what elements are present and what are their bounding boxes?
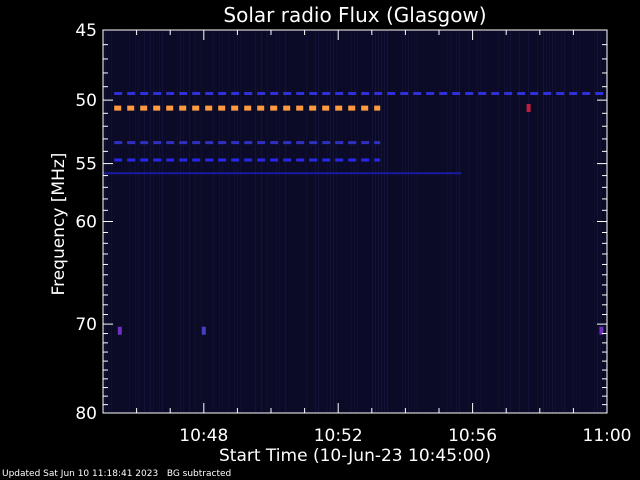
background-streak — [408, 31, 409, 412]
emission-spot — [599, 326, 604, 335]
background-streak — [315, 31, 316, 412]
background-streak — [306, 31, 307, 412]
background-streak — [450, 31, 451, 412]
background-streak — [138, 31, 139, 412]
x-axis-label: Start Time (10-Jun-23 10:45:00) — [219, 446, 491, 466]
background-streak — [177, 31, 178, 412]
background-streak — [222, 31, 223, 412]
x-tick-label: 10:56 — [448, 426, 497, 446]
background-streak — [411, 31, 412, 412]
background-streak — [219, 31, 220, 412]
background-streak — [564, 31, 565, 412]
background-streak — [480, 31, 481, 412]
background-streak — [237, 31, 238, 412]
background-streak — [447, 31, 448, 412]
background-streak — [456, 31, 457, 412]
background-streak — [255, 31, 256, 412]
background-streak — [507, 31, 508, 412]
x-tick-label: 10:48 — [179, 426, 228, 446]
background-streaks — [105, 31, 607, 412]
y-tick-label: 70 — [75, 315, 97, 335]
emission-spot — [201, 326, 206, 335]
y-tick-label: 60 — [75, 213, 97, 233]
background-streak — [159, 31, 160, 412]
background-streak — [573, 31, 574, 412]
background-streak — [276, 31, 277, 412]
background-streak — [183, 31, 184, 412]
background-streak — [351, 31, 352, 412]
background-streak — [549, 31, 550, 412]
background-streak — [555, 31, 556, 412]
background-streak — [510, 31, 511, 412]
background-streak — [318, 31, 319, 412]
background-streak — [180, 31, 181, 412]
background-streak — [552, 31, 553, 412]
background-streak — [240, 31, 241, 412]
background-streak — [594, 31, 595, 412]
background-streak — [333, 31, 334, 412]
y-tick-label: 55 — [75, 155, 97, 175]
y-tick-label: 80 — [75, 404, 97, 424]
background-streak — [150, 31, 151, 412]
background-streak — [375, 31, 376, 412]
background-streak — [153, 31, 154, 412]
emission-spot — [526, 104, 531, 113]
background-streak — [372, 31, 373, 412]
background-streak — [459, 31, 460, 412]
background-streak — [129, 31, 130, 412]
background-streak — [543, 31, 544, 412]
background-streak — [498, 31, 499, 412]
background-streak — [381, 31, 382, 412]
background-streak — [384, 31, 385, 412]
updated-timestamp: Updated Sat Jun 10 11:18:41 2023 — [2, 469, 159, 479]
background-streak — [468, 31, 469, 412]
background-streak — [234, 31, 235, 412]
features-layer — [103, 91, 607, 335]
background-streak — [285, 31, 286, 412]
y-tick-label: 45 — [75, 21, 97, 41]
background-streak — [387, 31, 388, 412]
background-streak — [261, 31, 262, 412]
chart-title: Solar radio Flux (Glasgow) — [223, 3, 486, 27]
background-streak — [279, 31, 280, 412]
emission-spot — [117, 326, 122, 335]
background-streak — [537, 31, 538, 412]
background-streak — [327, 31, 328, 412]
x-tick-label: 10:52 — [314, 426, 363, 446]
background-streak — [504, 31, 505, 412]
background-streak — [213, 31, 214, 412]
y-axis-label: Frequency [MHz] — [49, 153, 69, 296]
background-streak — [417, 31, 418, 412]
background-streak — [267, 31, 268, 412]
background-streak — [579, 31, 580, 412]
background-streak — [189, 31, 190, 412]
background-streak — [201, 31, 202, 412]
background-streak — [228, 31, 229, 412]
background-streak — [135, 31, 136, 412]
background-streak — [561, 31, 562, 412]
background-streak — [477, 31, 478, 412]
background-streak — [162, 31, 163, 412]
background-streak — [519, 31, 520, 412]
x-tick-label: 11:00 — [583, 426, 632, 446]
background-streak — [378, 31, 379, 412]
background-streak — [405, 31, 406, 412]
y-tick-label: 50 — [75, 91, 97, 111]
background-streak — [546, 31, 547, 412]
background-streak — [144, 31, 145, 412]
background-streak — [576, 31, 577, 412]
background-streak — [354, 31, 355, 412]
background-streak — [330, 31, 331, 412]
y-axis: 45 50 55 60 70 80 — [75, 21, 607, 424]
bg-note: BG subtracted — [166, 469, 232, 479]
x-axis: 10:48 10:52 10:56 11:00 — [102, 30, 632, 446]
background-streak — [336, 31, 337, 412]
background-streak — [195, 31, 196, 412]
background-streak — [528, 31, 529, 412]
background-streak — [402, 31, 403, 412]
footer-status: Updated Sat Jun 10 11:18:41 2023 BG subt… — [2, 469, 231, 479]
background-streak — [414, 31, 415, 412]
background-streak — [357, 31, 358, 412]
